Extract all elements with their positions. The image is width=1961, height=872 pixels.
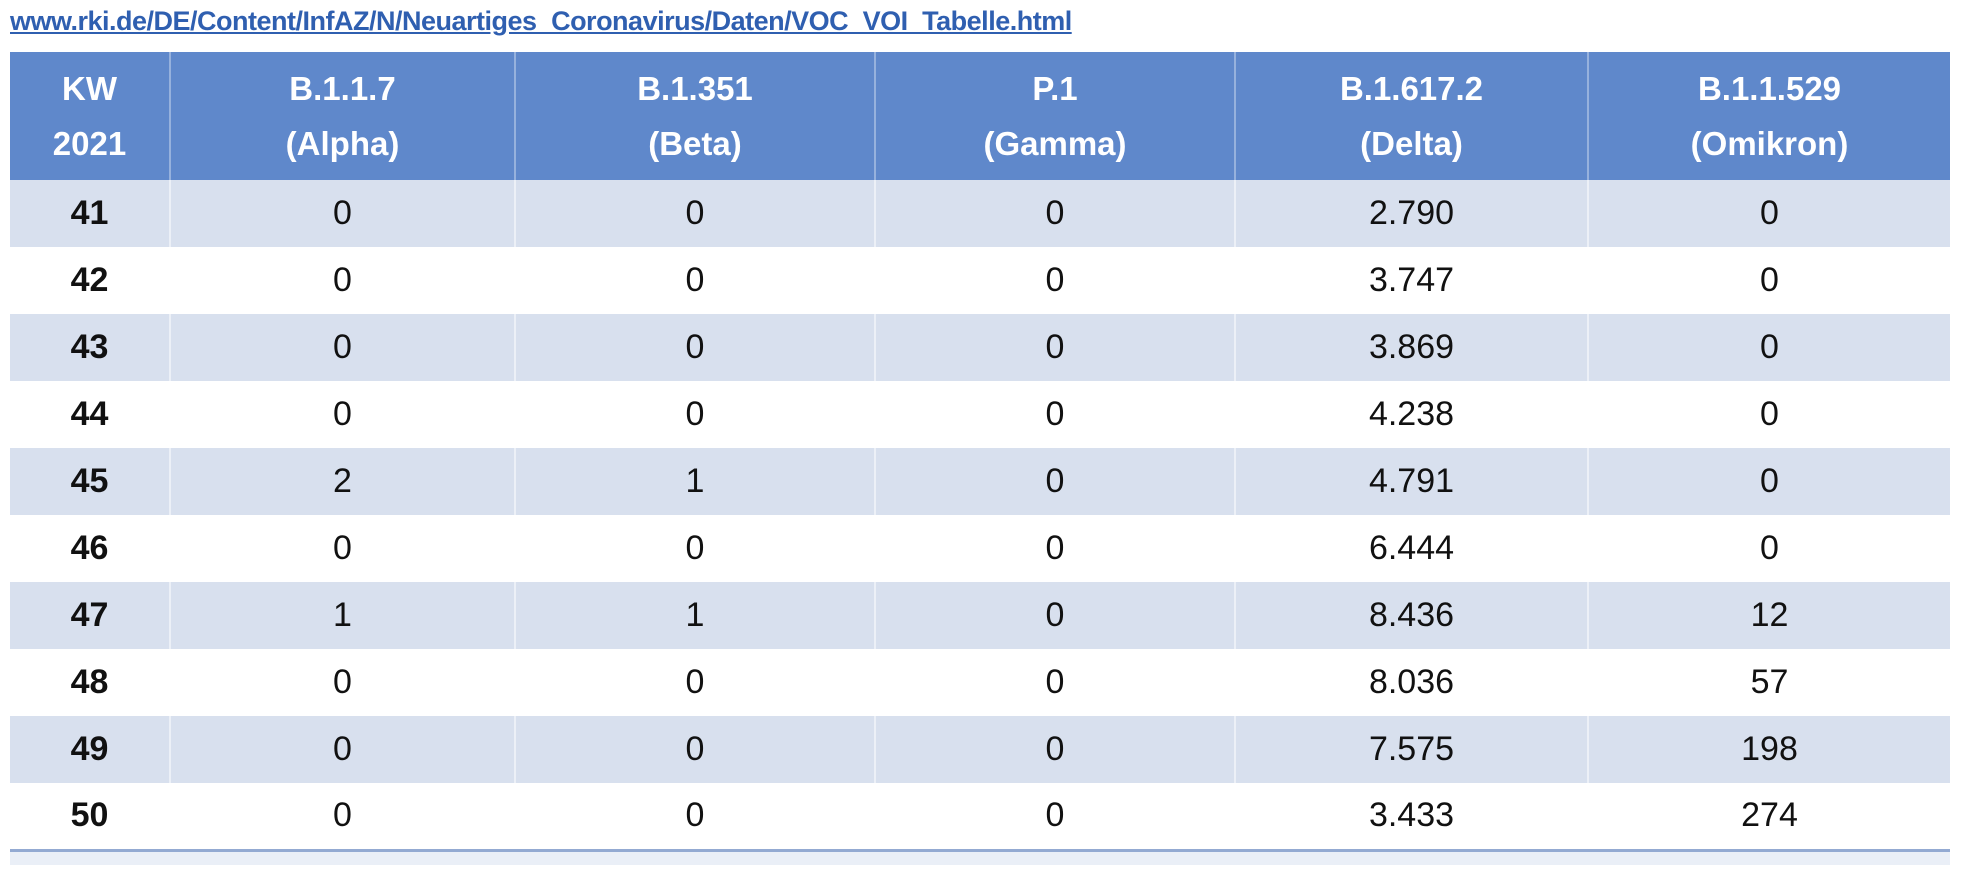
header-line1: B.1.1.7 (289, 70, 396, 107)
header-line1: P.1 (1032, 70, 1078, 107)
table-row-kw-46: 46 0 0 0 6.444 0 (10, 515, 1950, 582)
header-line2: 2021 (52, 125, 127, 162)
header-cell-b-1-1-529-omikron-: B.1.1.529 (Omikron) (1588, 52, 1950, 180)
value-cell: 8.036 (1235, 649, 1589, 716)
header-line2: (Beta) (648, 125, 742, 162)
value-cell: 0 (170, 649, 516, 716)
value-cell: 0 (170, 783, 516, 852)
value-cell: 0 (170, 716, 516, 783)
value-cell: 0 (515, 515, 876, 582)
header-cell-b-1-617-2-delta-: B.1.617.2 (Delta) (1235, 52, 1589, 180)
header-line1: B.1.617.2 (1339, 70, 1484, 107)
value-cell: 0 (515, 649, 876, 716)
value-cell: 0 (170, 515, 516, 582)
header-cell-b-1-1-7-alpha-: B.1.1.7 (Alpha) (170, 52, 516, 180)
header-line1: KW (62, 70, 117, 107)
value-cell: 0 (170, 247, 516, 314)
value-cell: 0 (170, 314, 516, 381)
kw-cell: 43 (10, 314, 171, 381)
table-row-kw-43: 43 0 0 0 3.869 0 (10, 314, 1950, 381)
value-cell: 8.436 (1235, 582, 1589, 649)
value-cell: 0 (1588, 448, 1950, 515)
header-line2: (Alpha) (285, 125, 400, 162)
kw-cell: 46 (10, 515, 171, 582)
header-line1: B.1.351 (637, 70, 753, 107)
value-cell: 0 (875, 716, 1236, 783)
table-row-kw-45: 45 2 1 0 4.791 0 (10, 448, 1950, 515)
value-cell: 0 (1760, 261, 1779, 299)
value-cell: 3.433 (1235, 783, 1589, 852)
value-cell: 1 (515, 582, 876, 649)
value-cell: 0 (1760, 529, 1779, 567)
value-cell: 0 (1588, 314, 1950, 381)
table-row-kw-42: 42 0 0 0 3.747 0 (10, 247, 1950, 314)
voc-variant-table: KW 2021 B.1.1.7 (Alpha) B.1.351 (Beta) P.1 (Gam… (10, 52, 1950, 852)
value-cell: 0 (515, 716, 876, 783)
header-line2: (Omikron) (1690, 125, 1849, 162)
table-header-row: KW 2021 B.1.1.7 (Alpha) B.1.351 (Beta) P.1 (Gam… (10, 52, 1950, 180)
value-cell: 0 (875, 247, 1236, 314)
link-bar: www.rki.de/DE/Content/InfAZ/N/Neuartiges… (0, 0, 1961, 52)
header-line2: (Delta) (1360, 125, 1463, 162)
value-cell: 274 (1588, 783, 1950, 852)
kw-cell: 41 (10, 180, 171, 247)
value-cell: 6.444 (1235, 515, 1589, 582)
table-row-kw-47: 47 1 1 0 8.436 12 (10, 582, 1950, 649)
value-cell: 0 (875, 448, 1236, 515)
value-cell: 0 (515, 783, 876, 852)
table-row-kw-41: 41 0 0 0 2.790 0 (10, 180, 1950, 247)
value-cell: 0 (1760, 395, 1779, 433)
value-cell: 0 (515, 314, 876, 381)
header-line2: (Gamma) (983, 125, 1127, 162)
value-cell: 4.238 (1235, 381, 1589, 448)
value-cell: 1 (170, 582, 516, 649)
value-cell: 57 (1750, 663, 1789, 701)
partial-next-row (10, 851, 1950, 865)
kw-cell: 49 (10, 716, 171, 783)
value-cell: 0 (1588, 180, 1950, 247)
value-cell: 2.790 (1235, 180, 1589, 247)
value-cell: 0 (875, 180, 1236, 247)
value-cell: 0 (875, 783, 1236, 852)
value-cell: 3.869 (1235, 314, 1589, 381)
kw-cell: 44 (10, 381, 171, 448)
header-line1: B.1.1.529 (1697, 70, 1842, 107)
kw-cell: 47 (10, 582, 171, 649)
value-cell: 2 (170, 448, 516, 515)
header-cell-p-1-gamma-: P.1 (Gamma) (875, 52, 1236, 180)
value-cell: 0 (875, 582, 1236, 649)
value-cell: 0 (170, 381, 516, 448)
value-cell: 0 (515, 247, 876, 314)
value-cell: 0 (170, 180, 516, 247)
value-cell: 198 (1588, 716, 1950, 783)
table-row-kw-48: 48 0 0 0 8.036 57 (10, 649, 1950, 716)
value-cell: 4.791 (1235, 448, 1589, 515)
value-cell: 0 (875, 381, 1236, 448)
value-cell: 0 (875, 515, 1236, 582)
table-row-kw-44: 44 0 0 0 4.238 0 (10, 381, 1950, 448)
value-cell: 12 (1588, 582, 1950, 649)
value-cell: 0 (515, 381, 876, 448)
value-cell: 0 (875, 314, 1236, 381)
source-url-link[interactable]: www.rki.de/DE/Content/InfAZ/N/Neuartiges… (10, 6, 1072, 36)
value-cell: 0 (875, 649, 1236, 716)
value-cell: 7.575 (1235, 716, 1589, 783)
kw-cell: 45 (10, 448, 171, 515)
value-cell: 3.747 (1235, 247, 1589, 314)
value-cell: 0 (515, 180, 876, 247)
value-cell: 1 (515, 448, 876, 515)
kw-cell: 42 (10, 247, 171, 314)
table-body: 41 0 0 0 2.790 0 42 0 0 0 3.747 0 43 0 0 0 3.869 0 44 0 0 0 4.… (10, 180, 1950, 852)
kw-cell: 48 (10, 649, 171, 716)
table-header: KW 2021 B.1.1.7 (Alpha) B.1.351 (Beta) P.1 (Gam… (10, 52, 1950, 180)
header-cell-b-1-351-beta-: B.1.351 (Beta) (515, 52, 876, 180)
table-row-kw-49: 49 0 0 0 7.575 198 (10, 716, 1950, 783)
table-row-kw-50: 50 0 0 0 3.433 274 (10, 783, 1950, 852)
kw-cell: 50 (10, 783, 171, 852)
header-cell-kw-2021: KW 2021 (10, 52, 171, 180)
